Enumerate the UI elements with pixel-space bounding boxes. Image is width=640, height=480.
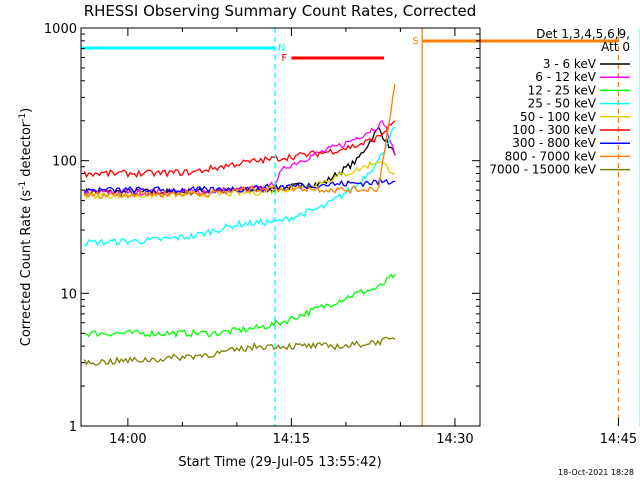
y-axis-label-main: Corrected Count Rate (s: [19, 190, 34, 347]
series-50-100-kev: [83, 160, 640, 201]
plot-frame: [80, 27, 481, 427]
y-axis-label: Corrected Count Rate (s-1 detector-1): [18, 108, 34, 346]
series-line-6-12-kev-0: [83, 119, 396, 197]
footer-date: 18-Oct-2021 18:28: [558, 468, 634, 477]
y-tick-label-2: 100: [52, 155, 77, 170]
series-300-800-kev: [83, 177, 396, 195]
series-line-300-800-kev-0: [83, 177, 396, 195]
series-line-7000-15000-kev-0: [83, 336, 396, 366]
legend-header-line-2: Att 0: [601, 40, 630, 54]
series-25-50-kev: [83, 126, 640, 247]
series-line-25-50-kev-0: [83, 126, 396, 247]
x-tick-label-3: 14:45: [600, 432, 637, 447]
legend-label-7000-15000-kev: 7000 - 15000 keV: [489, 163, 596, 177]
x-tick-label-1: 14:15: [273, 432, 310, 447]
legend-header-line-1: Det 1,3,4,5,6,9,: [536, 27, 630, 41]
legend-label-3-6-kev: 3 - 6 keV: [543, 57, 597, 71]
series-100-300-kev: [83, 120, 640, 179]
y-axis-label-sup-2: -1: [18, 113, 28, 122]
y-tick-label-1: 10: [60, 287, 77, 302]
axis-layer: 14:0014:1514:3014:4515:0015:1515:3011010…: [44, 22, 637, 447]
legend-label-800-7000-kev: 800 - 7000 keV: [505, 149, 597, 163]
annotation-layer: FN S: [81, 28, 640, 426]
x-axis-label: Start Time (29-Jul-05 13:55:42): [178, 455, 381, 470]
series-line-50-100-kev-0: [83, 160, 396, 201]
flag-label-S: S: [412, 36, 418, 47]
legend-label-12-25-kev: 12 - 25 keV: [528, 83, 597, 97]
series-line-3-6-kev-0: [83, 125, 396, 197]
series-7000-15000-kev: [83, 336, 640, 366]
x-tick-label-0: 14:00: [109, 432, 146, 447]
y-tick-label-0: 1: [69, 420, 77, 435]
series-12-25-kev: [84, 273, 640, 339]
legend-label-100-300-kev: 100 - 300 keV: [512, 123, 596, 137]
x-tick-label-2: 14:30: [436, 432, 473, 447]
series-6-12-kev: [83, 119, 640, 228]
series-800-7000-kev: [83, 83, 396, 199]
y-axis-label-mid: detector: [19, 121, 34, 181]
series-line-800-7000-kev-0: [83, 83, 396, 199]
flag-label-N: N: [278, 43, 285, 54]
chart-title: RHESSI Observing Summary Count Rates, Co…: [84, 2, 477, 20]
legend-label-50-100-kev: 50 - 100 keV: [520, 110, 597, 124]
y-axis-label-end: ): [19, 108, 34, 113]
legend-label-300-800-kev: 300 - 800 keV: [512, 136, 596, 150]
flag-label-F: F: [281, 53, 287, 64]
y-tick-label-3: 1000: [44, 22, 77, 37]
series-line-12-25-kev-0: [84, 273, 396, 339]
data-layer: [83, 83, 640, 366]
legend-label-25-50-kev: 25 - 50 keV: [528, 97, 597, 111]
legend-label-6-12-kev: 6 - 12 keV: [535, 70, 597, 84]
series-line-100-300-kev-0: [83, 120, 396, 179]
y-axis-label-sup-1: -1: [18, 181, 28, 190]
